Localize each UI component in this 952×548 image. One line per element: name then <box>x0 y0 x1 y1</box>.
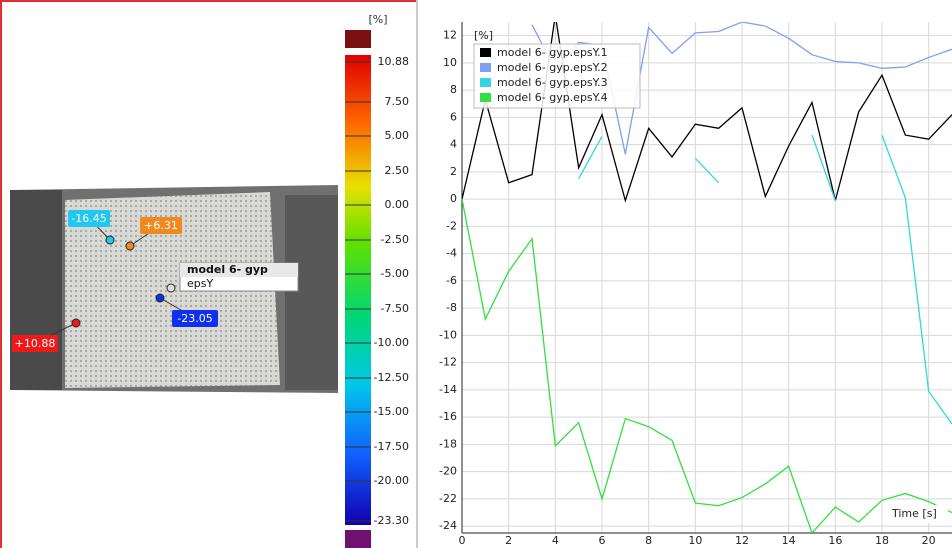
probe-point <box>126 242 134 250</box>
y-tick-label: -8 <box>446 301 457 314</box>
probe-point <box>106 236 114 244</box>
popup-field: epsY <box>187 277 213 290</box>
x-tick-label: 0 <box>459 534 466 547</box>
x-axis-label: Time [s] <box>891 507 937 520</box>
x-tick-label: 8 <box>645 534 652 547</box>
annotation-label: +6.31 <box>144 219 178 232</box>
stairs <box>10 190 62 390</box>
legend-label: model 6- gyp.epsY.4 <box>497 91 608 104</box>
chart: -24-22-20-18-16-14-12-10-8-6-4-202468101… <box>439 15 952 547</box>
colorbar-unit: [%] <box>368 13 387 26</box>
colorbar-label: -7.50 <box>381 302 409 315</box>
y-axis-label: [%] <box>474 29 493 42</box>
y-tick-label: 4 <box>450 138 457 151</box>
probe-point <box>156 294 164 302</box>
legend-label: model 6- gyp.epsY.3 <box>497 76 608 89</box>
y-tick-label: -12 <box>439 356 457 369</box>
colorbar-label: -15.00 <box>374 405 409 418</box>
background <box>285 195 338 390</box>
legend-swatch <box>480 48 491 57</box>
colorbar-label: -12.50 <box>374 371 409 384</box>
x-tick-label: 6 <box>599 534 606 547</box>
y-tick-label: -2 <box>446 219 457 232</box>
x-tick-label: 16 <box>828 534 842 547</box>
colorbar-label: -2.50 <box>381 233 409 246</box>
y-tick-label: -20 <box>439 465 457 478</box>
y-tick-label: 12 <box>443 29 457 42</box>
x-tick-label: 20 <box>922 534 936 547</box>
y-tick-label: 10 <box>443 56 457 69</box>
y-tick-label: -4 <box>446 247 457 260</box>
y-tick-label: -14 <box>439 383 457 396</box>
annotation-label: +10.88 <box>15 337 56 350</box>
colorbar-label: -17.50 <box>374 440 409 453</box>
y-tick-label: -16 <box>439 410 457 423</box>
y-tick-label: 8 <box>450 83 457 96</box>
colorbar-label: 2.50 <box>385 164 410 177</box>
legend-swatch <box>480 78 491 87</box>
x-tick-label: 14 <box>782 534 796 547</box>
colorbar-label: 0.00 <box>385 198 410 211</box>
x-tick-label: 4 <box>552 534 559 547</box>
app: -16.45+6.31-23.05+10.88model 6- gypepsY … <box>0 0 952 548</box>
y-tick-label: -6 <box>446 274 457 287</box>
x-tick-label: 18 <box>875 534 889 547</box>
annotation-label: -16.45 <box>71 212 106 225</box>
colorbar-over <box>345 30 371 48</box>
legend-label: model 6- gyp.epsY.2 <box>497 61 608 74</box>
legend-swatch <box>480 93 491 102</box>
y-tick-label: -10 <box>439 328 457 341</box>
y-tick-label: 2 <box>450 165 457 178</box>
probe-point <box>72 319 80 327</box>
y-tick-label: -24 <box>439 519 457 532</box>
colorbar-label: 7.50 <box>385 95 410 108</box>
annotation-label: -23.05 <box>177 312 212 325</box>
y-tick-label: 0 <box>450 192 457 205</box>
colorbar-label: -20.00 <box>374 474 409 487</box>
probe-point <box>167 284 175 292</box>
colorbar-label: 5.00 <box>385 129 410 142</box>
legend-swatch <box>480 63 491 72</box>
y-tick-label: -18 <box>439 437 457 450</box>
x-tick-label: 10 <box>688 534 702 547</box>
x-tick-label: 2 <box>505 534 512 547</box>
colorbar-label: -5.00 <box>381 267 409 280</box>
y-tick-label: 6 <box>450 110 457 123</box>
x-tick-label: 12 <box>735 534 749 547</box>
popup-title: model 6- gyp <box>187 263 268 276</box>
colorbar-label: -23.30 <box>374 514 409 527</box>
y-tick-label: -22 <box>439 492 457 505</box>
legend-label: model 6- gyp.epsY.1 <box>497 46 608 59</box>
colorbar-label: -10.00 <box>374 336 409 349</box>
colorbar-label: 10.88 <box>378 55 410 68</box>
colorbar-gradient <box>345 55 371 525</box>
colorbar-under <box>345 530 371 548</box>
